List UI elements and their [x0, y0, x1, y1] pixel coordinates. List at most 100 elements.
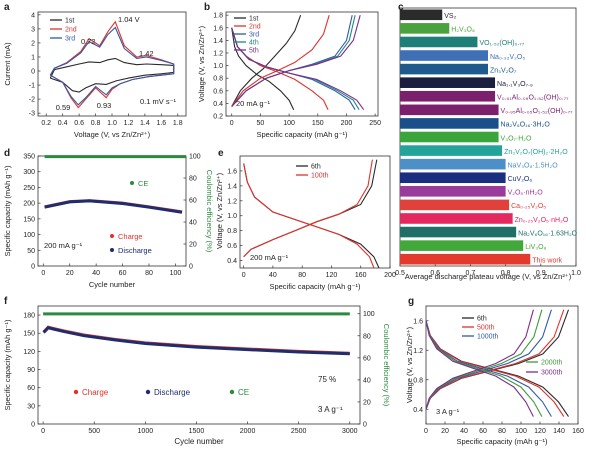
bar-label: V₃O₇·H₂O: [501, 135, 532, 142]
y2-axis-title: Coulombic efficiency (%): [382, 324, 391, 407]
y-tick-label: 20: [363, 399, 371, 406]
x-tick-label: 2000: [240, 428, 256, 435]
legend-marker: [73, 389, 79, 395]
y-tick-label: 2: [31, 40, 35, 47]
bar-label: Na₀.₃₃V₂O₅: [490, 54, 525, 61]
x-tick-label: 120: [326, 272, 338, 279]
y-tick-label: 30: [27, 403, 35, 410]
x-tick-label: 2500: [291, 428, 307, 435]
y-tick-label: -3: [29, 111, 35, 118]
y-axis-title: Specific capacity (mAh g⁻¹): [3, 165, 12, 257]
y-tick-label: 0: [31, 422, 35, 429]
legend-ce-label: CE: [138, 179, 148, 188]
annotation-peak-1-42: 1.42: [139, 49, 154, 58]
x-tick-label: 50: [257, 120, 265, 127]
y-axis-title: Voltage (V, vs Zn/Zn²⁺): [197, 25, 206, 102]
legend-charge-label: Charge: [118, 232, 143, 241]
annotation-scan-rate: 0.1 mV s⁻¹: [140, 97, 177, 106]
bar: [400, 226, 517, 238]
y-tick-label: 1.4: [227, 183, 237, 190]
y-tick-label: 1.4: [213, 38, 223, 45]
bar: [400, 118, 499, 129]
annotation-current: 200 mA g⁻¹: [250, 253, 289, 262]
legend-f-CE: CE: [238, 388, 249, 397]
panel-letter: g: [408, 296, 414, 307]
y-tick-label: 1.0: [227, 213, 237, 220]
y-tick-label: 120: [23, 349, 35, 356]
x-tick-label: 1.4: [140, 120, 150, 127]
bar-label: VS₂: [444, 13, 456, 20]
x-tick-label: 500: [88, 428, 100, 435]
y-tick-label: 0.6: [227, 243, 237, 250]
bar-label: CuV₂O₆: [508, 176, 533, 183]
panel-letter: d: [4, 148, 10, 159]
bar: [400, 63, 488, 75]
x-tick-label: 40: [460, 428, 468, 435]
y-tick-label: 60: [189, 198, 197, 205]
x-axis-title: Cycle number: [174, 437, 224, 446]
legend-g-1000th-label: 1000th: [477, 334, 499, 341]
x-tick-label: 0: [424, 428, 428, 435]
x-axis-title: Specific capacity (mAh g⁻¹): [456, 437, 548, 446]
y-tick-label: 0.4: [413, 407, 423, 414]
legend-g-6th-label: 6th: [477, 316, 487, 323]
x-tick-label: 1.2: [124, 120, 134, 127]
bar-label: Zn₃V₂O₇: [490, 67, 517, 74]
bar-label: Na₂V₆O₁₆·3H₂O: [501, 122, 551, 129]
y-tick-label: 0.6: [213, 88, 223, 95]
y-tick-label: 100: [363, 311, 375, 318]
legend-discharge-marker: [110, 248, 114, 252]
annotation-current: 200 mA g⁻¹: [44, 241, 83, 250]
bar-label: Zn₀.₂₅V₂O₅·nH₂O: [515, 217, 569, 224]
legend-f-Discharge: Discharge: [154, 388, 191, 397]
x-tick-label: 140: [553, 428, 565, 435]
bar: [400, 50, 488, 61]
x-tick-label: 250: [369, 120, 381, 127]
y-tick-label: 100: [23, 232, 35, 239]
annotation-peak-0-59: 0.59: [56, 103, 71, 112]
legend-charge-marker: [110, 234, 114, 238]
bar: [400, 172, 506, 184]
x-tick-label: 1.0: [107, 120, 117, 127]
x-axis-title: Cycle number: [89, 280, 136, 289]
bar: [400, 145, 503, 156]
x-tick-label: 80: [145, 270, 153, 277]
bar-label: VO₁.₅₂(OH)₀.₇₇: [479, 40, 524, 47]
x-tick-label: 0.5: [395, 270, 405, 277]
discharge-curve-100th: [243, 163, 375, 269]
panel-letter: c: [398, 2, 404, 13]
annotation-current: 3 A g⁻¹: [436, 407, 460, 416]
charge-curve-2nd: [231, 15, 330, 107]
bar: [400, 158, 506, 170]
y-tick-label: 250: [23, 185, 35, 192]
panel-b: b 0 50 100 150 200 250 0.2 0.4 0.6 0.8 1.0 1.2 1.4 1.6…: [197, 2, 381, 139]
y-axis-title: Current (mA): [3, 42, 12, 86]
x-tick-label: 150: [312, 120, 324, 127]
legend-b-5th-label: 5th: [249, 48, 259, 55]
x-tick-label: 100: [170, 270, 182, 277]
bar-label: V₂O₅·nH₂O: [508, 190, 544, 197]
legend-marker: [145, 389, 151, 395]
y-tick-label: 0: [31, 264, 35, 271]
annotation-retention: 75 %: [318, 375, 336, 384]
bar-label: V₀.₉₅Al₀.₀₅O₁.₅₂(OH)₀.₇₇: [501, 108, 574, 115]
y-tick-label: 300: [23, 169, 35, 176]
legend-b-2nd-label: 2nd: [249, 24, 261, 31]
x-tick-label: 0.9: [536, 270, 546, 277]
x-tick-label: 120: [534, 428, 546, 435]
panel-g: g 0 20 40 60 80 100 120 140 160 0.4 0.8 1.2 1.6 6th 500…: [405, 296, 584, 446]
x-tick-label: 0.6: [74, 120, 84, 127]
panel-letter: f: [4, 296, 8, 307]
plot-frame: [37, 305, 361, 425]
charge-curve-100th: [243, 159, 373, 258]
annotation-peak-0-72: 0.72: [81, 37, 96, 46]
charge-curve-3000th: [425, 309, 534, 410]
y-tick-label: 200: [23, 201, 35, 208]
bar: [400, 9, 443, 21]
y-tick-label: 3: [31, 26, 35, 33]
legend-e-6th-label: 6th: [311, 164, 321, 171]
y-tick-label: 90: [27, 367, 35, 374]
bar: [400, 253, 531, 265]
y2-axis-title: Coulombic efficiency (%): [205, 170, 214, 253]
bar-label: H₂V₃O₈: [451, 27, 475, 34]
